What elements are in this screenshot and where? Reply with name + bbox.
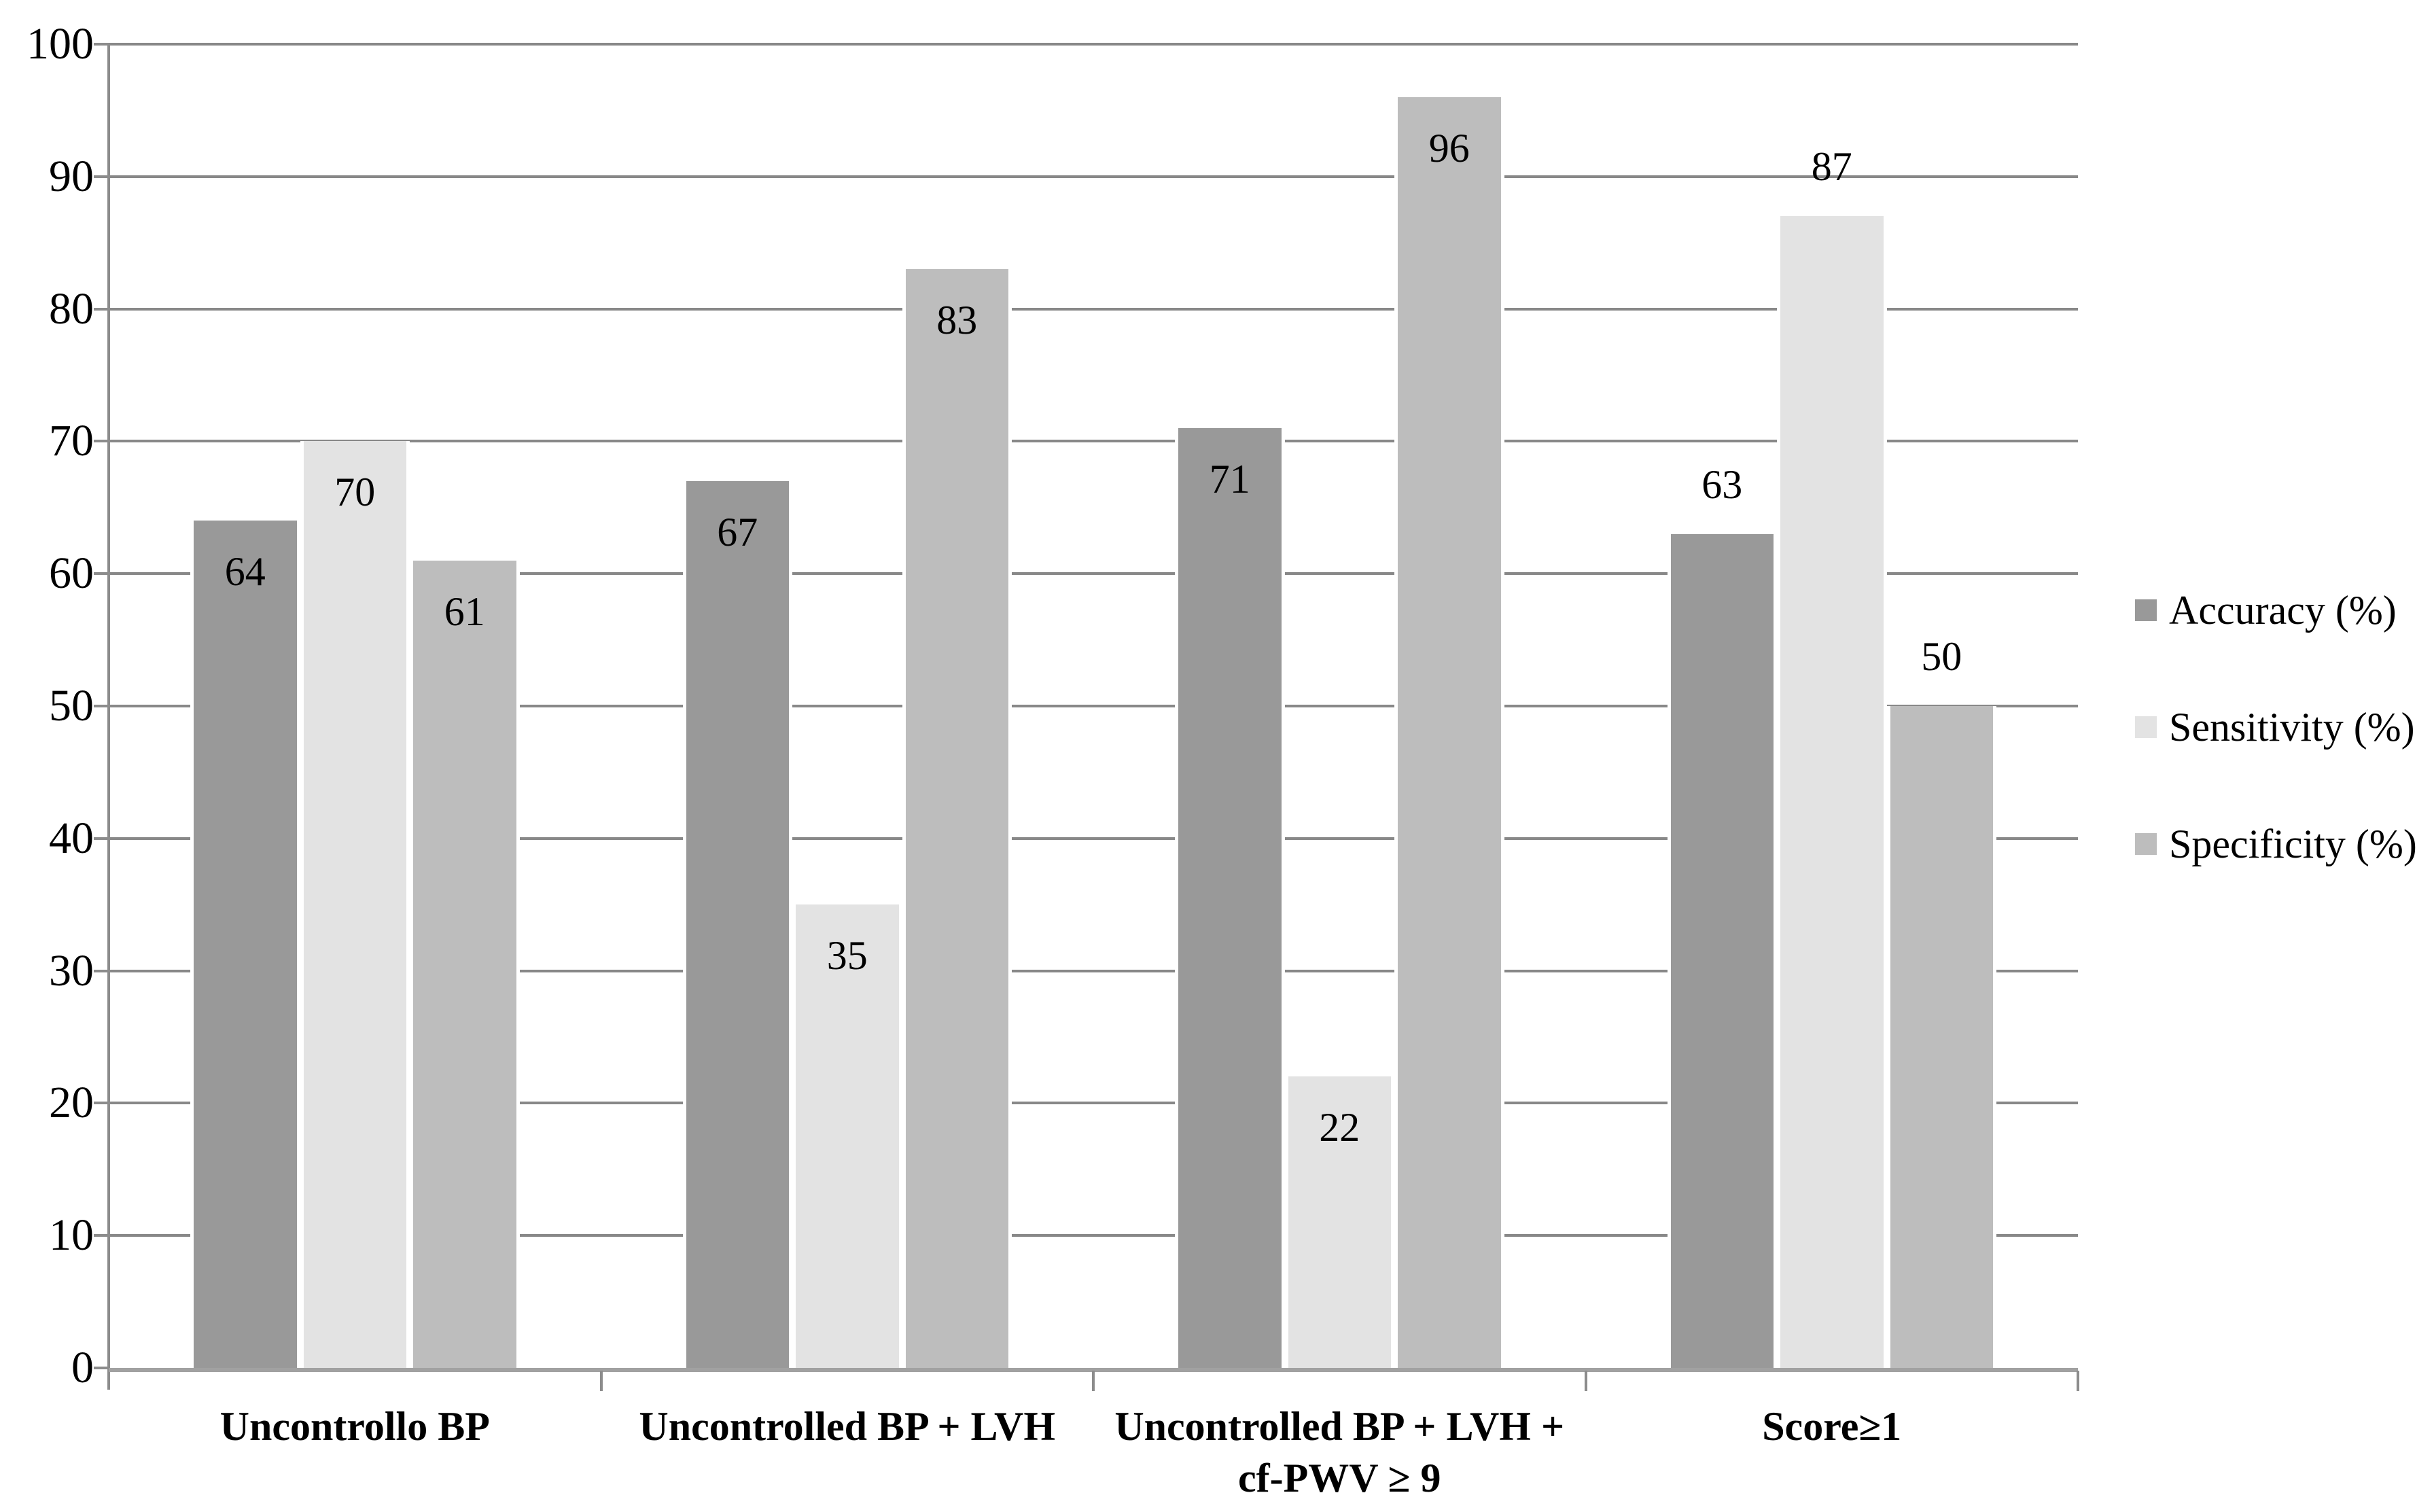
- bar-sensitivity-: [792, 904, 902, 1368]
- bar-value-label: 35: [826, 933, 868, 979]
- gridline-y-10: [109, 1234, 2078, 1237]
- bar-specificity-: [1886, 706, 1996, 1368]
- bar-value-label: 83: [936, 298, 978, 343]
- y-axis-tick-label: 0: [71, 1343, 94, 1392]
- y-axis-tick-label: 10: [49, 1210, 94, 1261]
- category-label-line: Score≥1: [1762, 1404, 1902, 1449]
- legend-swatch: [2135, 716, 2157, 738]
- category-label: Uncontrolled BP + LVH: [601, 1401, 1094, 1452]
- legend-label: Specificity (%): [2169, 822, 2417, 866]
- legend-swatch: [2135, 599, 2157, 621]
- legend-entry: Sensitivity (%): [2135, 703, 2417, 752]
- y-axis-tick-label: 60: [49, 548, 94, 599]
- gridline-y-60: [109, 572, 2078, 576]
- bar-value-label: 50: [1921, 634, 1962, 679]
- gridline-y-100: [109, 43, 2078, 46]
- bar-accuracy-: [190, 521, 300, 1368]
- legend-swatch: [2135, 833, 2157, 855]
- gridline-y-90: [109, 175, 2078, 178]
- bar-value-label: 61: [444, 588, 485, 634]
- gridline-y-50: [109, 705, 2078, 707]
- gridline-y-20: [109, 1102, 2078, 1105]
- category-label: Uncontrolled BP + LVH + cf-PWV ≥ 9: [1093, 1401, 1586, 1504]
- x-axis-tick: [599, 1371, 603, 1391]
- x-axis-tick: [1092, 1371, 1095, 1391]
- y-axis-tick-label: 20: [49, 1078, 94, 1128]
- category-label: Score≥1: [1586, 1401, 2079, 1452]
- y-axis-tick: [94, 705, 109, 707]
- y-axis-tick: [94, 1234, 109, 1237]
- gridline-y-40: [109, 837, 2078, 840]
- y-axis-tick-label: 80: [49, 283, 94, 334]
- y-axis-tick: [94, 43, 109, 46]
- category-label-line: Uncontrollo BP: [219, 1404, 490, 1449]
- category-label-line: Uncontrolled BP + LVH: [639, 1404, 1056, 1449]
- bar-accuracy-: [682, 480, 792, 1368]
- gridline-y-80: [109, 307, 2078, 311]
- bar-accuracy-: [1667, 533, 1777, 1368]
- legend-entry: Specificity (%): [2135, 820, 2417, 868]
- y-axis-tick: [94, 1367, 109, 1369]
- bar-specificity-: [902, 269, 1012, 1368]
- x-axis-line: [109, 1368, 2078, 1372]
- y-axis-tick-label: 50: [49, 681, 94, 731]
- bar-sensitivity-: [1284, 1076, 1394, 1368]
- bar-value-label: 64: [224, 549, 266, 595]
- bar-sensitivity-: [1777, 216, 1887, 1368]
- legend-label: Sensitivity (%): [2169, 705, 2415, 750]
- bar-value-label: 22: [1319, 1105, 1360, 1150]
- bar-accuracy-: [1175, 427, 1285, 1368]
- bar-value-label: 96: [1428, 125, 1470, 171]
- category-label-line: Uncontrolled BP + LVH +: [1114, 1404, 1565, 1449]
- bar-value-label: 71: [1209, 456, 1250, 502]
- gridline-y-30: [109, 969, 2078, 972]
- category-label-line: cf-PWV ≥ 9: [1238, 1456, 1441, 1500]
- x-axis-tick: [1584, 1371, 1587, 1391]
- bar-specificity-: [1394, 96, 1504, 1368]
- gridline-y-70: [109, 440, 2078, 443]
- bar-sensitivity-: [300, 441, 410, 1368]
- y-axis-tick-label: 30: [49, 945, 94, 996]
- bar-value-label: 63: [1701, 461, 1743, 507]
- y-axis-tick-label: 100: [27, 19, 94, 69]
- legend-label: Accuracy (%): [2169, 588, 2397, 633]
- legend-entry: Accuracy (%): [2135, 586, 2417, 635]
- x-axis-tick: [2077, 1371, 2079, 1391]
- y-axis-tick-label: 40: [49, 813, 94, 863]
- y-axis-tick: [94, 969, 109, 972]
- y-axis-tick: [94, 175, 109, 178]
- bar-specificity-: [410, 560, 520, 1368]
- bar-value-label: 70: [334, 470, 376, 515]
- y-axis-tick: [94, 1102, 109, 1105]
- y-axis-tick: [94, 572, 109, 576]
- plot-area: [109, 43, 2078, 1368]
- legend: Accuracy (%) Sensitivity (%) Specificity (…: [2135, 586, 2417, 936]
- category-label: Uncontrollo BP: [109, 1401, 601, 1452]
- y-axis-tick-label: 90: [49, 151, 94, 201]
- y-axis-tick: [94, 837, 109, 840]
- bar-value-label: 87: [1811, 144, 1852, 190]
- y-axis-tick-label: 70: [49, 416, 94, 466]
- y-axis-line: [107, 44, 110, 1390]
- bar-value-label: 67: [717, 509, 758, 555]
- y-axis-tick: [94, 440, 109, 443]
- y-axis-tick: [94, 307, 109, 311]
